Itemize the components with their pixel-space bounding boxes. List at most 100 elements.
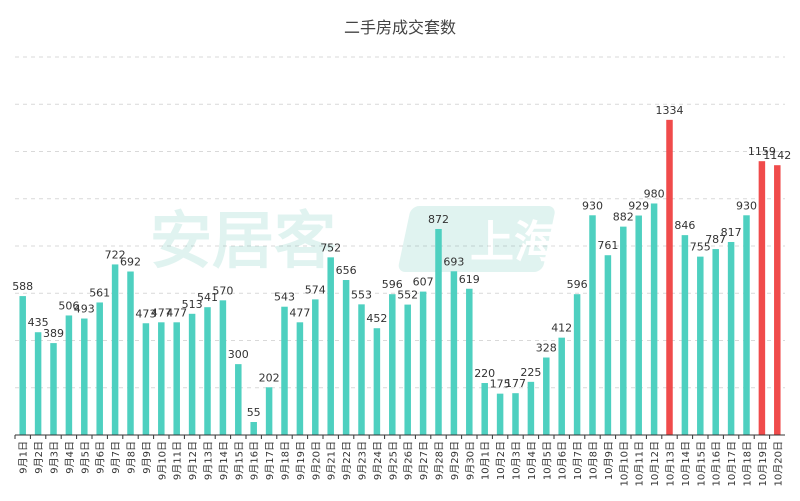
data-label: 506: [58, 299, 79, 312]
data-label: 543: [274, 291, 295, 304]
bar: [81, 318, 88, 435]
x-tick-label: 10月5日: [541, 441, 553, 480]
x-tick-label: 10月1日: [480, 441, 492, 480]
bar: [127, 271, 134, 435]
data-label: 553: [351, 288, 372, 301]
data-label: 722: [105, 248, 126, 261]
data-label: 1159: [748, 145, 776, 158]
bar: [527, 381, 535, 435]
bar: [450, 271, 458, 435]
data-label: 55: [247, 406, 261, 419]
x-tick-label: 9月20日: [310, 441, 322, 480]
data-label: 412: [551, 322, 572, 335]
bar: [50, 343, 57, 435]
x-tick-label: 9月30日: [464, 441, 476, 480]
bar: [34, 332, 42, 435]
x-tick-label: 9月9日: [141, 441, 153, 474]
bar: [512, 393, 519, 435]
data-label: 202: [259, 371, 280, 384]
x-tick-label: 9月15日: [233, 441, 245, 480]
bar: [681, 235, 689, 435]
bar: [281, 306, 288, 435]
bar: [743, 215, 750, 435]
bar: [204, 307, 211, 435]
bar: [650, 203, 658, 435]
bar: [142, 323, 150, 435]
x-tick-label: 10月15日: [695, 441, 707, 486]
data-label: 177: [505, 377, 526, 390]
x-tick-label: 9月16日: [249, 441, 261, 480]
bar: [65, 315, 73, 435]
x-tick-label: 10月9日: [603, 441, 615, 480]
data-label: 452: [366, 312, 387, 325]
data-label: 607: [413, 276, 434, 289]
data-label: 980: [644, 187, 665, 200]
data-label: 225: [520, 366, 541, 379]
watermark-text: 安居客: [150, 204, 336, 277]
data-label: 477: [289, 306, 310, 319]
data-label: 493: [74, 303, 95, 316]
data-label: 692: [120, 256, 141, 269]
data-label: 570: [212, 284, 233, 297]
bar: [96, 302, 103, 435]
x-tick-label: 10月14日: [680, 441, 692, 486]
x-tick-label: 9月28日: [434, 441, 446, 480]
data-label: 477: [151, 306, 172, 319]
x-tick-label: 9月26日: [403, 441, 415, 480]
bar: [666, 119, 673, 435]
bar: [712, 249, 719, 435]
x-tick-label: 9月2日: [33, 441, 45, 474]
bar: [188, 313, 196, 435]
data-label: 929: [628, 200, 649, 213]
x-tick-label: 10月3日: [511, 441, 523, 480]
x-tick-label: 9月3日: [49, 441, 61, 474]
x-tick-label: 9月19日: [295, 441, 307, 480]
bar: [265, 387, 273, 435]
bar: [589, 215, 596, 435]
watermark-badge-text: 上海: [470, 217, 558, 268]
x-tick-label: 9月22日: [341, 441, 353, 480]
bar: [419, 291, 427, 435]
bar: [573, 294, 581, 435]
x-tick-label: 9月7日: [110, 441, 122, 474]
bar: [466, 288, 473, 435]
bar: [697, 256, 704, 435]
x-tick-label: 10月19日: [757, 441, 769, 486]
bar: [727, 241, 735, 435]
x-tick-label: 9月14日: [218, 441, 230, 480]
data-label: 588: [12, 280, 33, 293]
data-label: 473: [135, 307, 156, 320]
bar: [219, 300, 227, 435]
bar: [342, 280, 350, 435]
x-tick-label: 9月17日: [264, 441, 276, 480]
bar: [620, 226, 627, 435]
bar: [635, 215, 642, 435]
data-label: 435: [28, 316, 49, 329]
x-tick-label: 10月18日: [742, 441, 754, 486]
x-tick-label: 10月11日: [634, 441, 646, 486]
data-label: 846: [674, 219, 695, 232]
bar: [158, 322, 165, 435]
data-label: 561: [89, 286, 110, 299]
data-label: 817: [721, 226, 742, 239]
data-label: 328: [536, 342, 557, 355]
x-tick-label: 10月17日: [726, 441, 738, 486]
x-tick-label: 9月1日: [18, 441, 30, 474]
data-label: 1334: [656, 104, 684, 117]
data-label: 220: [474, 367, 495, 380]
x-tick-label: 9月29日: [449, 441, 461, 480]
data-label: 693: [443, 255, 464, 268]
data-label: 761: [597, 239, 618, 252]
bar: [481, 383, 488, 435]
bar: [250, 422, 257, 435]
bar: [327, 257, 334, 435]
x-tick-label: 9月5日: [79, 441, 91, 474]
data-label: 175: [490, 378, 511, 391]
bar: [389, 294, 396, 435]
data-label: 619: [459, 273, 480, 286]
bar: [19, 296, 26, 435]
data-label: 596: [567, 278, 588, 291]
x-tick-label: 9月10日: [156, 441, 168, 480]
